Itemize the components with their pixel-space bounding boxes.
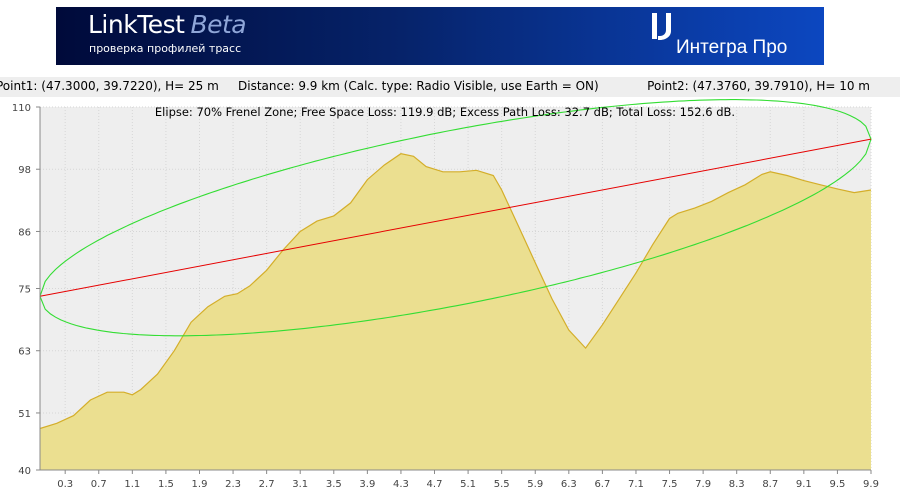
x-tick-label-18: 7.5 [662,479,678,490]
x-tick-label-17: 7.1 [628,479,644,490]
app-title: LinkTest Beta [88,10,247,39]
terrain-area [40,153,871,470]
y-tick-label-5: 98 [18,165,31,176]
x-tick-label-0: 0.3 [57,479,73,490]
brand-name: Интегра Про [676,37,788,58]
x-tick-label-4: 1.9 [192,479,208,490]
x-tick-label-20: 8.3 [729,479,745,490]
x-tick-label-9: 3.9 [359,479,375,490]
x-tick-label-6: 2.7 [259,479,275,490]
info-bar: Point1: (47.3000, 39.7220), H= 25 m Dist… [0,77,900,97]
x-tick-label-2: 1.1 [124,479,140,490]
x-tick-label-23: 9.5 [829,479,845,490]
x-tick-label-1: 0.7 [91,479,107,490]
x-tick-label-3: 1.5 [158,479,174,490]
y-axis-ticks: 40 51 63 75 86 98 110 [12,103,40,477]
x-tick-label-22: 9.1 [796,479,812,490]
terrain-line [39,153,872,430]
y-tick-label-2: 63 [18,347,31,358]
x-tick-label-14: 5.9 [527,479,543,490]
chart-summary: Elipse: 70% Frenel Zone; Free Space Loss… [155,105,735,119]
x-tick-label-7: 3.1 [292,479,308,490]
x-tick-label-10: 4.3 [393,479,409,490]
x-tick-label-21: 8.7 [762,479,778,490]
x-tick-label-13: 5.5 [494,479,510,490]
app-banner: LinkTest Beta проверка профилей трасс Инт… [56,7,824,65]
y-tick-label-1: 51 [18,409,31,420]
app-subtitle: проверка профилей трасс [89,42,242,55]
y-tick-label-3: 75 [18,285,31,296]
x-tick-label-11: 4.7 [427,479,443,490]
app-name: LinkTest [88,10,185,39]
x-tick-label-19: 7.9 [695,479,711,490]
x-tick-label-16: 6.7 [594,479,610,490]
y-tick-label-4: 86 [18,227,31,238]
x-tick-label-24: 9.9 [863,479,879,490]
los-layer [39,138,872,297]
x-axis-ticks: 0.3 0.7 1.1 1.5 1.9 2.3 2.7 3.1 3.5 3.9 4.3 4.7 5.1 5… [57,470,879,490]
point2-info: Point2: (47.3760, 39.7910), H= 10 m [647,79,870,93]
y-tick-label-0: 40 [18,466,31,477]
profile-chart: 40 51 63 75 86 98 110 0.3 0.7 1.1 1.5 1.9 2.3 2.7 3.1… [0,97,900,500]
x-tick-label-12: 5.1 [460,479,476,490]
distance-info: Distance: 9.9 km (Calc. type: Radio Visi… [238,79,599,93]
line-of-sight [39,138,872,297]
y-tick-label-6: 110 [12,103,31,114]
x-tick-label-5: 2.3 [225,479,241,490]
point1-info: Point1: (47.3000, 39.7220), H= 25 m [0,79,219,93]
integra-logo-icon [652,13,671,40]
terrain-layer [39,153,872,470]
x-tick-label-8: 3.5 [326,479,342,490]
x-tick-label-15: 6.3 [561,479,577,490]
app-edition: Beta [190,10,247,39]
